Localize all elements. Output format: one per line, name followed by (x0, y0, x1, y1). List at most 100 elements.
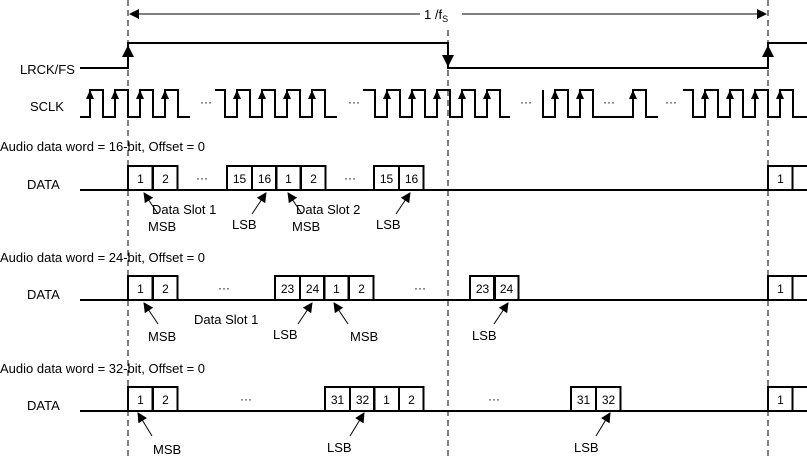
bit-number: 2 (358, 282, 365, 296)
bit-pointer-arrow-icon (143, 192, 159, 215)
bit-number: 1 (777, 282, 784, 296)
bit-pointer-arrow-icon (297, 302, 313, 325)
bit-number: 1 (137, 172, 144, 186)
lrck-falling-arrow-icon (442, 55, 454, 67)
sclk-pulse-group (80, 89, 190, 118)
bit-box (152, 386, 179, 412)
sclk-pulse-group (542, 89, 658, 118)
bit-pointer-arrow-icon (493, 302, 509, 325)
bit-box (767, 386, 794, 412)
data-row: Audio data word = 32-bit, Offset = 0 DATA… (0, 361, 807, 457)
bit-pointer-arrow-icon (137, 412, 153, 437)
data-ellipsis: ··· (344, 171, 356, 185)
bit-annotation: MSB (292, 219, 320, 234)
data-row: Audio data word = 24-bit, Offset = 0 DATA… (0, 250, 807, 344)
sclk-pulse-group (215, 89, 337, 118)
bit-annotation: MSB (153, 442, 181, 457)
data-ellipsis: ··· (488, 392, 500, 406)
bit-box (493, 275, 520, 301)
data-label: DATA (27, 398, 60, 413)
bit-box (767, 165, 794, 191)
lrck-rising-arrow-icon (762, 45, 774, 57)
bit-number: 32 (602, 393, 616, 407)
bit-box (348, 275, 375, 301)
bit-number: 1 (137, 282, 144, 296)
bit-box (152, 165, 179, 191)
sclk-ellipsis: ··· (200, 95, 212, 109)
bit-number: 16 (405, 172, 419, 186)
bit-annotation: LSB (376, 217, 401, 232)
bit-number: 2 (408, 393, 415, 407)
bit-box (767, 275, 794, 301)
bit-number: 24 (500, 282, 514, 296)
bit-annotation: MSB (148, 329, 176, 344)
bit-number: 15 (233, 172, 247, 186)
row-heading: Audio data word = 24-bit, Offset = 0 (0, 250, 205, 265)
data-row: Audio data word = 16-bit, Offset = 0 DATA… (0, 139, 807, 234)
data-slot-label: Data Slot 1 (152, 202, 216, 217)
bit-annotation: LSB (327, 440, 352, 455)
bit-pointer-arrow-icon (395, 192, 411, 215)
bit-annotation: LSB (472, 328, 497, 343)
lrck-rising-arrow-icon (122, 45, 134, 57)
bit-number: 31 (331, 393, 345, 407)
data-slot-label: Data Slot 1 (194, 312, 258, 327)
bit-pointer-arrow-icon (251, 192, 267, 215)
data-slot-label: Data Slot 2 (296, 202, 360, 217)
bit-number: 1 (777, 172, 784, 186)
period-label-subscript: S (442, 14, 448, 24)
sclk-ellipsis: ··· (603, 95, 615, 109)
bit-pointer-arrow-icon (333, 302, 349, 325)
data-label: DATA (27, 287, 60, 302)
data-ellipsis: ··· (414, 281, 426, 295)
bit-box (595, 386, 622, 412)
sclk-pulse-group (683, 89, 807, 118)
svg-text:1 /fS: 1 /fS (424, 7, 448, 24)
bit-number: 1 (285, 172, 292, 186)
bit-number: 16 (258, 172, 272, 186)
bit-box (398, 165, 425, 191)
bit-number: 24 (306, 282, 320, 296)
bit-number: 2 (310, 172, 317, 186)
bit-number: 23 (476, 282, 490, 296)
sclk-ellipsis: ··· (348, 95, 360, 109)
sclk-ellipsis: ··· (665, 95, 677, 109)
sclk-ellipsis: ··· (520, 95, 532, 109)
bit-number: 1 (137, 393, 144, 407)
bit-pointer-arrow-icon (287, 192, 303, 215)
bit-annotation: MSB (350, 329, 378, 344)
bit-box (300, 165, 327, 191)
bit-number: 1 (777, 393, 784, 407)
period-dimension: 1 /fS (129, 7, 767, 24)
bit-number: 32 (356, 393, 370, 407)
data-ellipsis: ··· (196, 171, 208, 185)
lrck-label: LRCK/FS (20, 62, 75, 77)
period-label: 1 /f (424, 7, 442, 22)
bit-box (398, 386, 425, 412)
bit-pointer-arrow-icon (349, 412, 365, 437)
bit-annotation: LSB (232, 217, 257, 232)
sclk-label: SCLK (30, 99, 64, 114)
bit-box (152, 275, 179, 301)
bit-annotation: MSB (148, 219, 176, 234)
bit-annotation: LSB (574, 440, 599, 455)
row-heading: Audio data word = 16-bit, Offset = 0 (0, 139, 205, 154)
bit-number: 31 (577, 393, 591, 407)
bit-pointer-arrow-icon (595, 412, 611, 437)
bit-annotation: LSB (273, 327, 298, 342)
bit-number: 2 (162, 282, 169, 296)
bit-number: 1 (333, 282, 340, 296)
data-ellipsis: ··· (240, 392, 252, 406)
bit-number: 23 (281, 282, 295, 296)
data-ellipsis: ··· (218, 281, 230, 295)
bit-number: 2 (162, 172, 169, 186)
sclk-pulse-group (363, 89, 510, 118)
bit-number: 1 (383, 393, 390, 407)
bit-pointer-arrow-icon (143, 302, 159, 325)
row-heading: Audio data word = 32-bit, Offset = 0 (0, 361, 205, 376)
data-label: DATA (27, 177, 60, 192)
bit-number: 15 (380, 172, 394, 186)
bit-number: 2 (162, 393, 169, 407)
sclk-waveform: ··· ··· ··· ··· ··· (80, 89, 807, 118)
